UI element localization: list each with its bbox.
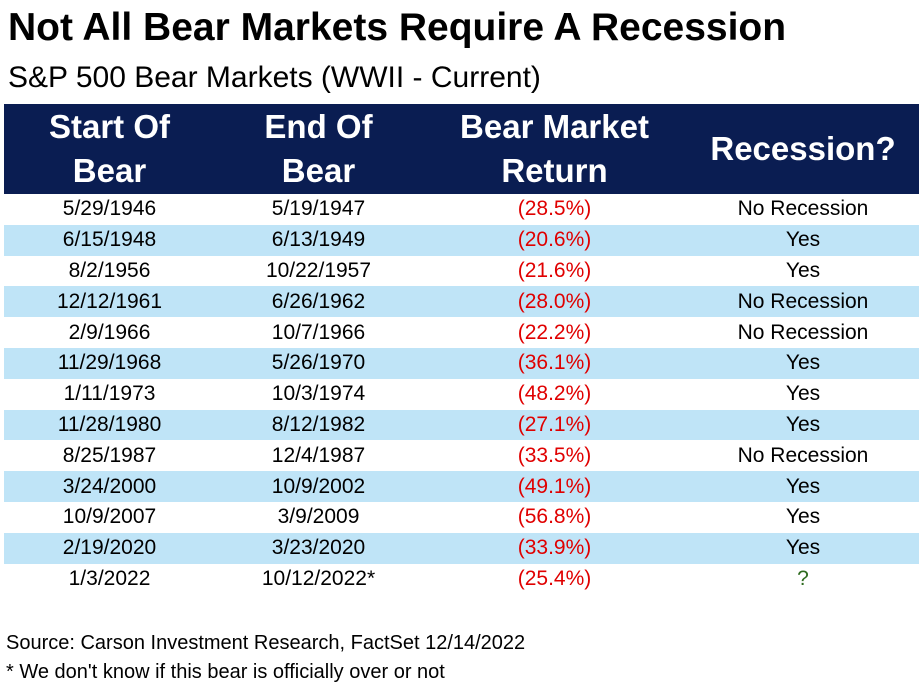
end-date-cell: 10/7/1966 <box>271 320 366 344</box>
end-date-cell: 5/26/1970 <box>215 347 422 379</box>
table-row: 8/2/1956 10/22/1957 (21.6%) Yes <box>4 256 919 287</box>
header-return-line2: Return <box>501 152 608 189</box>
start-date-cell: 2/19/2020 <box>4 532 215 564</box>
end-date-cell: 12/4/1987 <box>271 443 366 467</box>
end-date-cell: 3/9/2009 <box>277 505 360 529</box>
end-date-cell: 10/22/1957 <box>265 258 372 282</box>
page-title: Not All Bear Markets Require A Recession <box>8 6 787 49</box>
recession-cell: Yes <box>687 347 919 379</box>
header-bear-market-return: Bear Market Return <box>422 104 687 194</box>
source-note: Source: Carson Investment Research, Fact… <box>6 632 526 654</box>
start-date-cell: 6/15/1948 <box>4 224 215 256</box>
table-row: 3/24/2000 10/9/2002 (49.1%) Yes <box>4 471 919 502</box>
return-cell: (28.5%) <box>517 197 592 221</box>
table-row: 11/28/1980 8/12/1982 (27.1%) Yes <box>4 409 919 441</box>
end-date-cell: 5/19/1947 <box>271 197 366 221</box>
recession-cell: Yes <box>687 224 919 256</box>
return-cell: (25.4%) <box>517 566 592 590</box>
start-date-cell: 5/29/1946 <box>62 197 157 221</box>
end-date-cell: 8/12/1982 <box>215 409 422 441</box>
table-row: 11/29/1968 5/26/1970 (36.1%) Yes <box>4 347 919 379</box>
return-cell: (21.6%) <box>517 258 592 282</box>
bear-markets-table: Start Of Bear End Of Bear Bear Market Re… <box>4 104 919 594</box>
recession-cell: Yes <box>687 532 919 564</box>
table-row: 2/19/2020 3/23/2020 (33.9%) Yes <box>4 532 919 564</box>
start-date-cell: 1/3/2022 <box>68 566 151 590</box>
table-row: 10/9/2007 3/9/2009 (56.8%) Yes <box>4 502 919 533</box>
notes: Source: Carson Investment Research, Fact… <box>6 629 525 687</box>
table-header-row: Start Of Bear End Of Bear Bear Market Re… <box>4 104 919 194</box>
table-row: 1/3/2022 10/12/2022* (25.4%)? <box>4 564 919 595</box>
header-end-line1: End Of <box>264 108 373 145</box>
return-cell: (56.8%) <box>517 505 592 529</box>
start-date-cell: 1/11/1973 <box>63 382 156 406</box>
header-start-line2: Bear <box>72 152 147 189</box>
return-cell: (33.5%) <box>517 443 592 467</box>
return-cell: (49.1%) <box>422 471 687 502</box>
start-date-cell: 3/24/2000 <box>4 471 215 502</box>
return-cell: (20.6%) <box>422 224 687 256</box>
header-recession-label: Recession? <box>710 130 896 167</box>
recession-cell: Yes <box>785 382 821 406</box>
table-row: 5/29/1946 5/19/1947 (28.5%) No Recession <box>4 194 919 225</box>
table-row: 6/15/1948 6/13/1949 (20.6%) Yes <box>4 224 919 256</box>
table-row: 2/9/1966 10/7/1966 (22.2%) No Recession <box>4 317 919 348</box>
end-date-cell: 6/13/1949 <box>215 224 422 256</box>
table-row: 12/12/1961 6/26/1962 (28.0%) No Recession <box>4 286 919 318</box>
start-date-cell: 11/29/1968 <box>4 347 215 379</box>
header-start-of-bear: Start Of Bear <box>4 104 215 194</box>
header-end-of-bear: End Of Bear <box>215 104 422 194</box>
end-date-cell: 10/3/1974 <box>271 382 366 406</box>
return-cell: (33.9%) <box>422 532 687 564</box>
recession-cell: No Recession <box>737 197 869 221</box>
start-date-cell: 2/9/1966 <box>68 320 151 344</box>
start-date-cell: 11/28/1980 <box>4 409 215 441</box>
recession-cell: No Recession <box>737 320 869 344</box>
return-cell: (22.2%) <box>517 320 592 344</box>
recession-cell: Yes <box>687 471 919 502</box>
recession-cell: No Recession <box>687 286 919 318</box>
end-date-cell: 6/26/1962 <box>215 286 422 318</box>
recession-cell: ? <box>797 566 809 590</box>
start-date-cell: 8/2/1956 <box>68 258 151 282</box>
end-date-cell: 10/12/2022* <box>261 566 376 590</box>
start-date-cell: 12/12/1961 <box>4 286 215 318</box>
table-row: 8/25/1987 12/4/1987 (33.5%) No Recession <box>4 440 919 471</box>
page-subtitle: S&P 500 Bear Markets (WWII - Current) <box>8 61 541 94</box>
recession-cell: Yes <box>785 505 821 529</box>
end-date-cell: 3/23/2020 <box>215 532 422 564</box>
header-start-line1: Start Of <box>48 108 170 145</box>
footnote: * We don't know if this bear is official… <box>6 661 445 683</box>
end-date-cell: 10/9/2002 <box>215 471 422 502</box>
return-cell: (27.1%) <box>422 409 687 441</box>
start-date-cell: 10/9/2007 <box>62 505 157 529</box>
header-return-line1: Bear Market <box>460 108 649 145</box>
return-cell: (48.2%) <box>517 382 592 406</box>
header-end-line2: Bear <box>281 152 356 189</box>
recession-cell: No Recession <box>737 443 869 467</box>
header-recession: Recession? <box>687 104 919 194</box>
return-cell: (28.0%) <box>422 286 687 318</box>
recession-cell: Yes <box>687 409 919 441</box>
return-cell: (36.1%) <box>422 347 687 379</box>
start-date-cell: 8/25/1987 <box>62 443 157 467</box>
table-row: 1/11/1973 10/3/1974 (48.2%) Yes <box>4 379 919 410</box>
recession-cell: Yes <box>785 258 821 282</box>
